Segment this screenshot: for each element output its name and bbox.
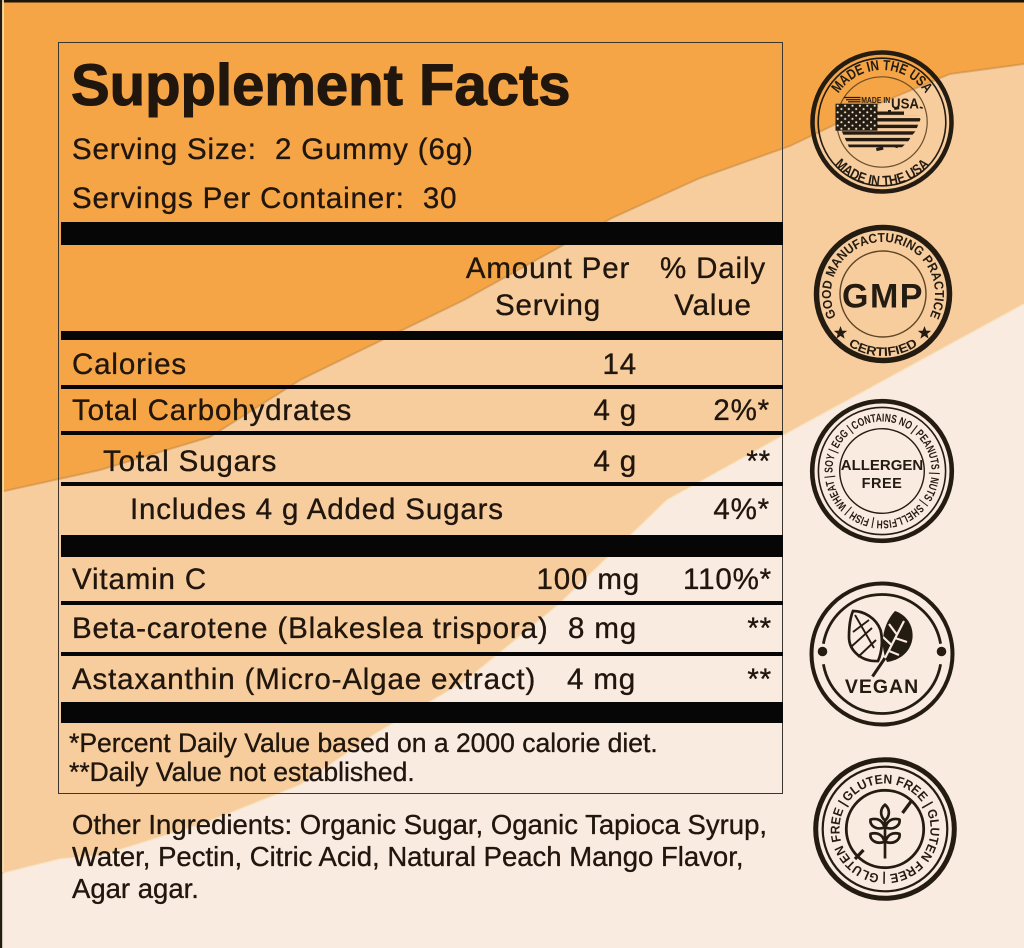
svg-text:MADE IN THE USA: MADE IN THE USA: [831, 156, 932, 190]
svg-text:USA: USA: [891, 97, 919, 113]
svg-text:GMP: GMP: [842, 278, 924, 316]
svg-text:MADE IN: MADE IN: [861, 96, 890, 105]
svg-text:FREE: FREE: [862, 476, 903, 492]
svg-text:VEGAN: VEGAN: [845, 676, 919, 698]
svg-text:CERTIFIED: CERTIFIED: [847, 336, 920, 359]
svg-text:ALLERGEN: ALLERGEN: [841, 457, 924, 474]
